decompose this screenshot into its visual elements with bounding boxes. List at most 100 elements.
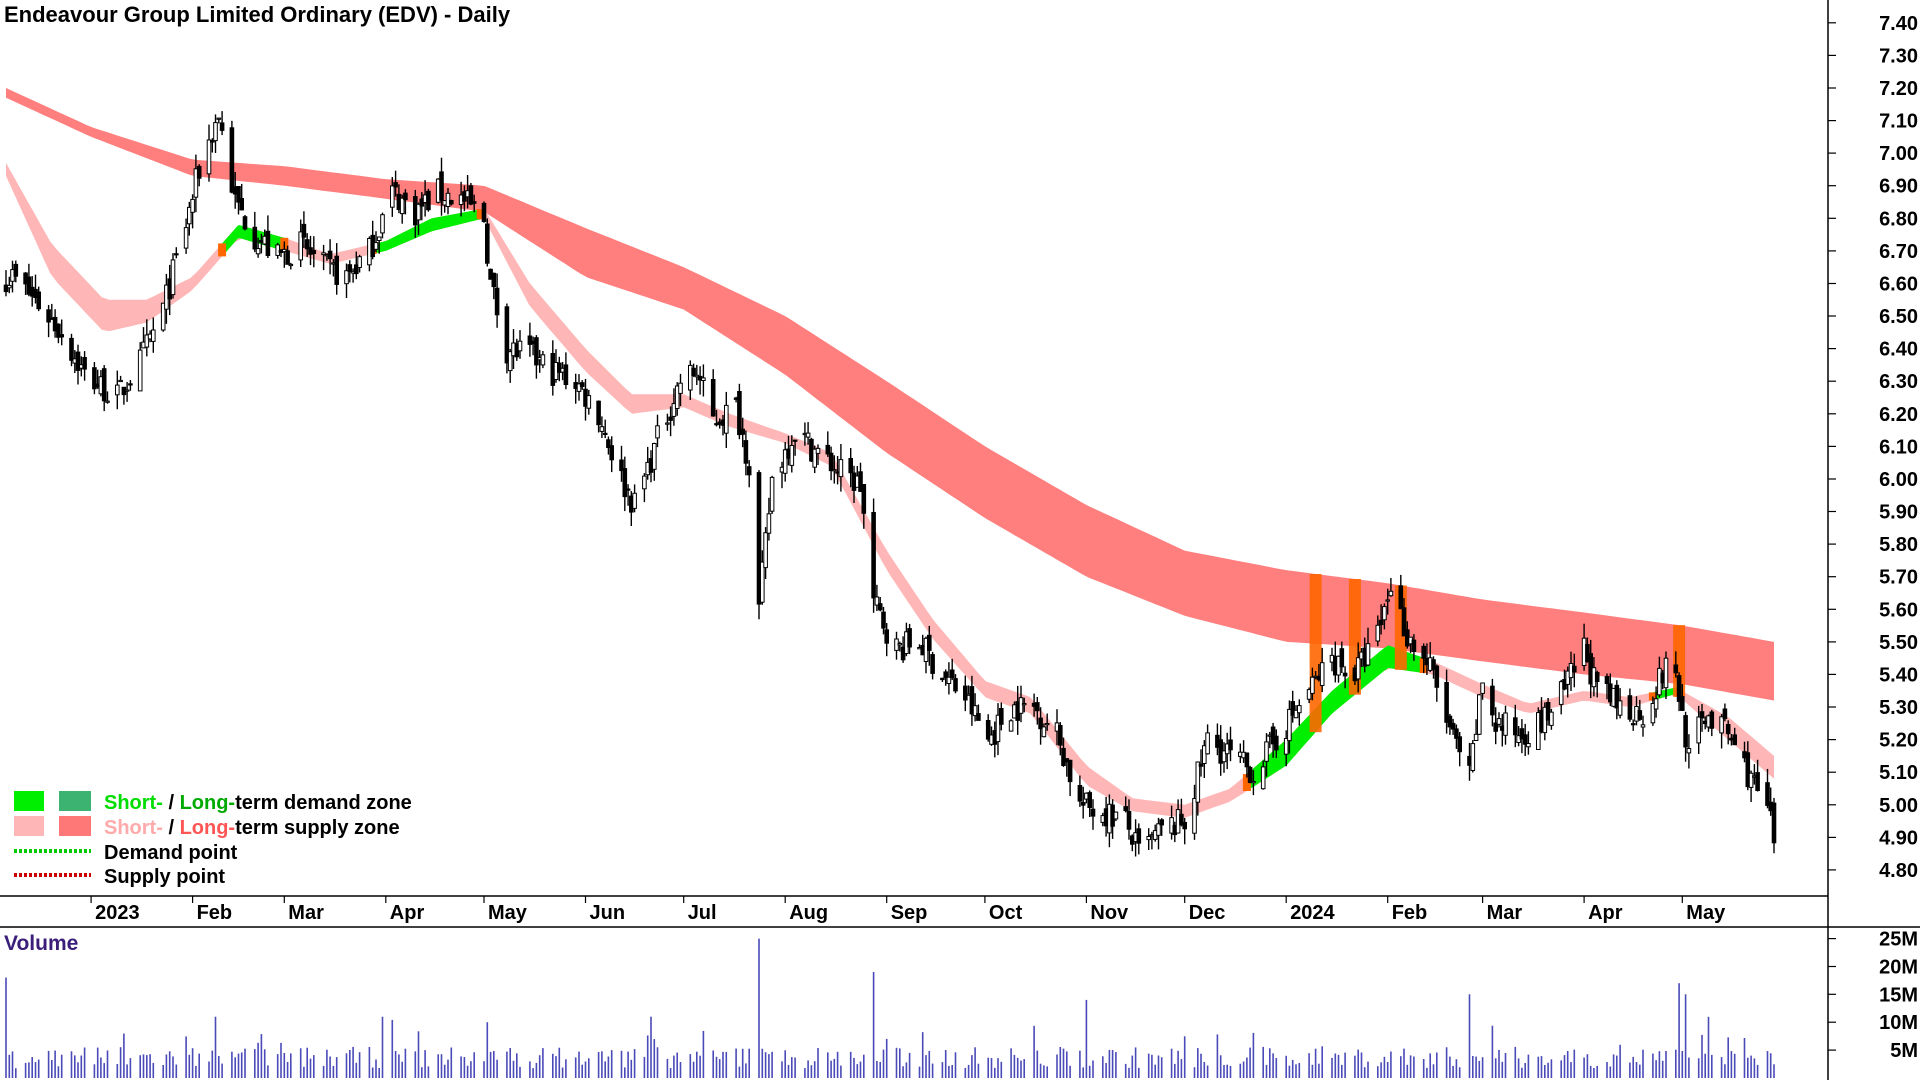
- candle-body: [1041, 726, 1047, 738]
- candle-body: [832, 469, 837, 472]
- candle-body: [678, 382, 683, 394]
- candle-body: [602, 432, 608, 435]
- legend-supply-point: Supply point: [104, 866, 225, 888]
- candle-body: [321, 252, 326, 256]
- candle-body: [393, 182, 398, 188]
- candle-body: [288, 263, 294, 267]
- candle-body: [1058, 725, 1063, 746]
- price-tick-label: 4.90: [1879, 827, 1918, 849]
- date-axis: 2023 Feb Mar Apr May Jun Jul Aug Sep Oct Nov Dec 202…: [90, 896, 1726, 924]
- date-tick-label: May: [1686, 902, 1726, 924]
- candle-body: [1447, 715, 1453, 728]
- candle-body: [1126, 810, 1132, 830]
- candle-body: [671, 403, 677, 417]
- candle-body: [1382, 606, 1387, 621]
- candle-body: [1732, 734, 1738, 746]
- candle-body: [743, 440, 749, 464]
- candle-body: [105, 400, 110, 403]
- candle-body: [769, 476, 775, 512]
- candle-body: [540, 354, 546, 366]
- candle-body: [357, 256, 362, 269]
- candle-body: [691, 367, 696, 377]
- candle-body: [1283, 738, 1289, 755]
- candle-body: [1008, 720, 1014, 732]
- candle-body: [557, 362, 562, 373]
- price-tick-label: 5.20: [1879, 730, 1918, 752]
- volume-title: Volume: [4, 932, 78, 955]
- candle-body: [1650, 703, 1656, 724]
- candle-body: [897, 643, 903, 646]
- price-tick-label: 7.40: [1879, 13, 1918, 35]
- candlesticks: [3, 111, 1777, 857]
- long-term-supply-zone: [6, 88, 1774, 701]
- legend-swatch-short-demand: [14, 791, 44, 811]
- candle-body: [1719, 716, 1724, 734]
- candle-body: [756, 472, 762, 605]
- legend-swatch-long-supply: [59, 816, 91, 836]
- candle-body: [1686, 748, 1692, 754]
- candle-body: [1680, 696, 1685, 711]
- candle-body: [1663, 657, 1669, 689]
- candle-body: [1765, 782, 1770, 806]
- candle-body: [1470, 743, 1476, 771]
- candle-body: [1339, 648, 1345, 668]
- candle-body: [101, 368, 107, 402]
- candle-body: [946, 676, 952, 685]
- candle-body: [622, 468, 628, 498]
- candle-body: [1228, 739, 1233, 751]
- legend-supply-zone: Short- / Long-term supply zone: [104, 817, 400, 839]
- candle-body: [426, 190, 431, 211]
- candle-body: [1182, 822, 1188, 830]
- date-tick-label: Aug: [789, 902, 828, 924]
- zone-transition: [1242, 774, 1251, 791]
- candle-body: [576, 383, 582, 392]
- candle-body: [1473, 733, 1479, 741]
- price-axis: 7.40 7.30 7.20 7.10 7.00 6.90 6.80 6.70 6.60 6.50…: [1828, 13, 1918, 882]
- candle-body: [619, 459, 624, 472]
- legend-swatch-long-demand: [59, 791, 91, 811]
- candle-body: [1156, 823, 1161, 836]
- candle-body: [347, 264, 353, 272]
- date-tick-label: Apr: [1588, 902, 1623, 924]
- candle-body: [1683, 715, 1688, 748]
- candle-body: [586, 395, 592, 409]
- candle-body: [1676, 675, 1682, 702]
- candle-body: [239, 198, 244, 211]
- candle-body: [1513, 717, 1518, 736]
- candle-body: [1411, 639, 1417, 652]
- candle-body: [789, 445, 795, 466]
- candle-body: [507, 351, 513, 372]
- candle-body: [985, 720, 991, 740]
- candle-body: [206, 139, 212, 175]
- date-tick-label: Feb: [1392, 902, 1428, 924]
- date-tick-label: Feb: [197, 902, 233, 924]
- candle-body: [229, 127, 235, 193]
- candle-body: [373, 242, 379, 250]
- candle-body: [940, 677, 945, 681]
- candle-body: [1480, 682, 1485, 694]
- candle-body: [403, 192, 408, 201]
- candle-body: [724, 404, 729, 434]
- candle-body: [36, 291, 42, 310]
- date-tick-label: Sep: [891, 902, 928, 924]
- candle-body: [1431, 659, 1436, 670]
- candle-body: [1080, 802, 1086, 806]
- candle-body: [517, 340, 523, 352]
- price-tick-label: 5.50: [1879, 632, 1918, 654]
- candle-body: [210, 140, 215, 143]
- candle-body: [927, 634, 932, 651]
- candle-body: [242, 216, 248, 230]
- candle-body: [625, 488, 631, 491]
- candle-body: [1614, 684, 1620, 709]
- price-tick-label: 6.40: [1879, 339, 1918, 361]
- volume-bars: [5, 938, 1775, 1078]
- candle-body: [1385, 599, 1391, 602]
- candle-body: [963, 685, 968, 701]
- candle-body: [825, 444, 831, 455]
- legend: Short- / Long-term demand zone Short- / …: [14, 791, 412, 888]
- candle-body: [1021, 703, 1027, 706]
- candle-body: [763, 532, 768, 569]
- legend-demand-point: Demand point: [104, 842, 238, 864]
- candle-body: [445, 192, 451, 208]
